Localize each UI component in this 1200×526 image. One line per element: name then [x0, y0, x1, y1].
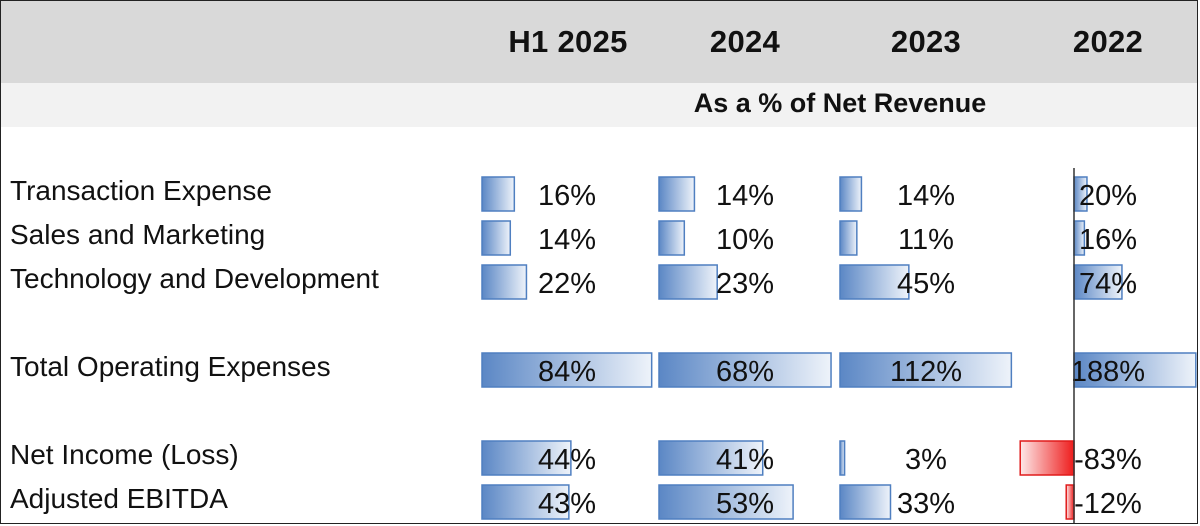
column-header-2022: 2022: [1072, 24, 1144, 59]
value-label-sales-and-marketing-h1-2025: 14%: [538, 224, 596, 256]
row-label-net-income: Net Income (Loss): [10, 439, 239, 470]
data-bar-adjusted-ebitda-2023: [839, 484, 892, 520]
column-header-h1-2025: H1 2025: [508, 24, 628, 59]
data-bar-adjusted-ebitda-2024: [658, 484, 794, 520]
data-bar-net-income-loss-2022: [1019, 440, 1075, 476]
value-label-transaction-expense-2022: 20%: [1079, 180, 1137, 212]
value-label-adjusted-ebitda-h1-2025: 43%: [538, 488, 596, 520]
data-bar-transaction-expense-2024: [658, 176, 696, 212]
value-label-transaction-expense-2024: 14%: [716, 180, 774, 212]
header-band: [1, 1, 1197, 83]
value-label-net-income-loss-2023: 3%: [905, 444, 947, 476]
subheader-band: [1, 83, 1197, 127]
value-label-technology-and-development-2023: 45%: [897, 268, 955, 300]
row-label-sales-and-marketing: Sales and Marketing: [10, 219, 266, 250]
data-bar-technology-and-development-h1-2025: [481, 264, 528, 300]
row-label-technology-and-development: Technology and Development: [10, 263, 379, 294]
data-bar-sales-and-marketing-h1-2025: [481, 220, 512, 256]
data-bar-net-income-loss-h1-2025: [481, 440, 572, 476]
row-label-total-operating-expenses: Total Operating Expenses: [10, 351, 331, 382]
data-bar-total-operating-expenses-2023: [839, 352, 1013, 388]
value-label-technology-and-development-2022: 74%: [1079, 268, 1137, 300]
value-label-total-operating-expenses-2024: 68%: [716, 356, 774, 388]
value-label-sales-and-marketing-2023: 11%: [898, 224, 954, 256]
data-bar-total-operating-expenses-2022: [1073, 352, 1197, 388]
value-label-transaction-expense-h1-2025: 16%: [538, 180, 596, 212]
data-bar-transaction-expense-h1-2025: [481, 176, 516, 212]
value-label-total-operating-expenses-h1-2025: 84%: [538, 356, 596, 388]
value-label-adjusted-ebitda-2023: 33%: [897, 488, 955, 520]
value-label-technology-and-development-h1-2025: 22%: [538, 268, 596, 300]
data-bar-total-operating-expenses-2024: [658, 352, 832, 388]
column-header-2024: 2024: [709, 24, 781, 59]
value-label-total-operating-expenses-2023: 112%: [890, 356, 962, 388]
value-label-sales-and-marketing-2024: 10%: [716, 224, 774, 256]
value-label-net-income-loss-2022: -83%: [1074, 444, 1142, 476]
row-label-adjusted-ebitda: Adjusted EBITDA: [10, 483, 228, 514]
value-label-adjusted-ebitda-2022: -12%: [1074, 488, 1142, 520]
value-label-net-income-loss-h1-2025: 44%: [538, 444, 596, 476]
data-bar-total-operating-expenses-h1-2025: [481, 352, 653, 388]
value-label-transaction-expense-2023: 14%: [897, 180, 955, 212]
value-label-technology-and-development-2024: 23%: [716, 268, 774, 300]
value-label-adjusted-ebitda-2024: 53%: [716, 488, 774, 520]
row-label-transaction-expense: Transaction Expense: [10, 175, 272, 206]
data-bar-net-income-loss-2023: [839, 440, 846, 476]
data-bar-technology-and-development-2022: [1073, 264, 1123, 300]
data-bar-net-income-loss-2024: [658, 440, 764, 476]
data-bar-technology-and-development-2023: [839, 264, 910, 300]
data-bar-sales-and-marketing-2023: [839, 220, 858, 256]
value-label-total-operating-expenses-2022: 188%: [1071, 356, 1145, 388]
data-bar-adjusted-ebitda-h1-2025: [481, 484, 570, 520]
data-bar-transaction-expense-2023: [839, 176, 863, 212]
column-header-2023: 2023: [890, 24, 962, 59]
data-bar-technology-and-development-2024: [658, 264, 718, 300]
data-bar-adjusted-ebitda-2022: [1065, 484, 1075, 520]
value-label-sales-and-marketing-2022: 16%: [1079, 224, 1137, 256]
data-bar-sales-and-marketing-2024: [658, 220, 686, 256]
subtitle: As a % of Net Revenue: [693, 88, 987, 118]
value-label-net-income-loss-2024: 41%: [716, 444, 774, 476]
